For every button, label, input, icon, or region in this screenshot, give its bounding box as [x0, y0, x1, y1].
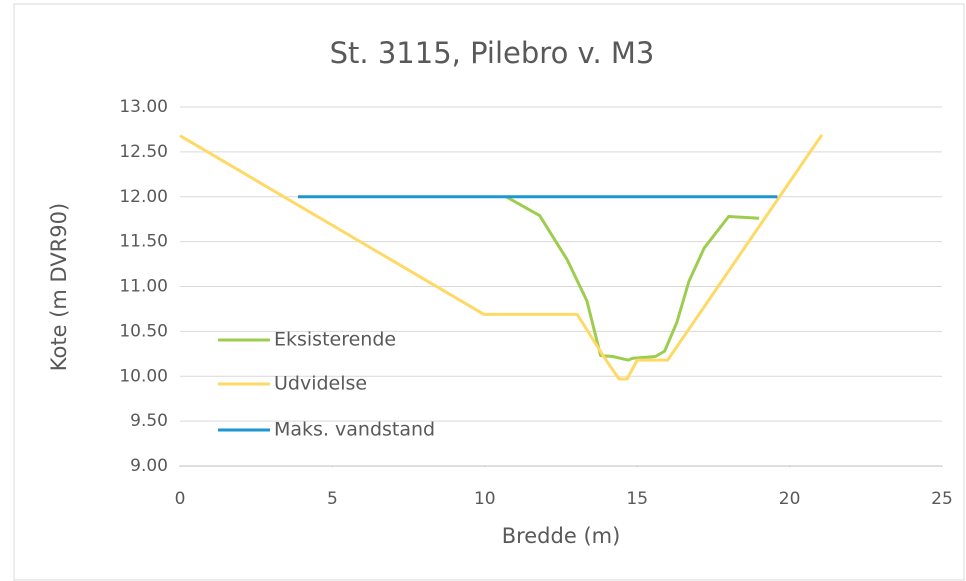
y-tick-label: 9.00 — [130, 456, 168, 476]
chart-border — [13, 3, 965, 581]
y-tick-label: 11.50 — [119, 232, 168, 252]
y-tick-label: 11.00 — [119, 277, 168, 297]
series-line — [179, 133, 824, 381]
y-axis-title: Kote (m DVR90) — [47, 203, 71, 371]
y-tick-label: 13.00 — [119, 97, 168, 117]
x-axis-title: Bredde (m) — [502, 524, 621, 548]
y-tick-label: 12.00 — [119, 187, 168, 207]
y-tick-label: 12.50 — [119, 142, 168, 162]
y-tick-label: 10.00 — [119, 366, 168, 386]
legend-label: Maks. vandstand — [274, 419, 435, 441]
x-tick-label: 10 — [474, 489, 496, 509]
x-tick-label: 20 — [779, 489, 801, 509]
x-tick-label: 15 — [626, 489, 648, 509]
y-tick-label: 10.50 — [119, 321, 168, 341]
chart-title: St. 3115, Pilebro v. M3 — [330, 36, 655, 70]
x-tick-label: 5 — [327, 489, 338, 509]
legend-label: Eksisterende — [274, 329, 396, 351]
series-line — [505, 195, 760, 362]
x-tick-label: 0 — [175, 489, 186, 509]
x-tick-label: 25 — [931, 489, 953, 509]
y-tick-label: 9.50 — [130, 411, 168, 431]
legend-label: Udvidelse — [274, 373, 367, 395]
